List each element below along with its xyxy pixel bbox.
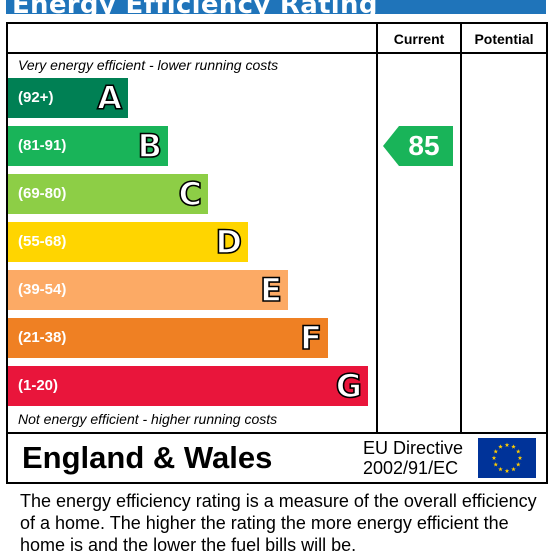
band-letter: A: [96, 78, 122, 118]
description-text: The energy efficiency rating is a measur…: [20, 491, 537, 555]
divider-potential: [460, 24, 462, 432]
country-label: England & Wales: [22, 440, 273, 475]
column-header-current: Current: [393, 31, 445, 47]
band-c: (69-80) C: [8, 174, 208, 214]
band-g: (1-20) G: [8, 366, 368, 406]
band-letter: G: [335, 366, 363, 406]
header-divider: [8, 52, 546, 54]
flag-star-icon: [504, 468, 510, 473]
current-rating-arrow: 85: [383, 126, 453, 166]
flag-star-icon: [515, 462, 521, 467]
rating-chart-frame: Current Potential Very energy efficient …: [6, 22, 548, 484]
flag-star-icon: [504, 442, 510, 447]
flag-star-icon: [493, 462, 499, 467]
band-range-label: (81-91): [18, 137, 67, 154]
band-letter: E: [259, 270, 282, 310]
band-letter: B: [137, 126, 163, 166]
column-header-potential: Potential: [474, 31, 534, 47]
band-letter: F: [299, 318, 322, 358]
band-d: (55-68) D: [8, 222, 248, 262]
band-f: (21-38) F: [8, 318, 328, 358]
top-note: Very energy efficient - lower running co…: [18, 57, 279, 73]
bottom-note: Not energy efficient - higher running co…: [18, 411, 278, 427]
flag-star-icon: [511, 444, 516, 449]
band-e: (39-54) E: [8, 270, 288, 310]
chart-title: Energy Efficiency Rating: [12, 0, 378, 20]
footer-divider: [8, 432, 546, 434]
current-rating-value: 85: [408, 130, 440, 161]
flag-star-icon: [493, 449, 499, 454]
title-bar: [6, 0, 546, 14]
directive-line2: 2002/91/EC: [363, 458, 459, 478]
band-range-label: (39-54): [18, 281, 67, 298]
band-b: (81-91) B: [8, 126, 168, 166]
band-range-label: (1-20): [18, 377, 59, 394]
band-letter: C: [178, 174, 203, 214]
eu-flag-icon: [478, 438, 536, 478]
directive-line1: EU Directive: [363, 438, 464, 458]
band-range-label: (21-38): [18, 329, 67, 346]
divider-current: [376, 24, 378, 432]
flag-star-icon: [498, 466, 503, 472]
flag-star-icon: [517, 455, 523, 460]
band-range-label: (92+): [18, 89, 54, 106]
band-range-label: (69-80): [18, 185, 67, 202]
flag-star-icon: [515, 449, 521, 454]
flag-star-icon: [511, 466, 516, 472]
band-range-label: (55-68): [18, 233, 67, 250]
band-a: (92+) A: [8, 78, 128, 118]
current-rating-arrow-shape: [383, 126, 453, 166]
flag-star-icon: [491, 455, 497, 460]
band-letter: D: [215, 222, 243, 262]
flag-star-icon: [498, 444, 503, 449]
